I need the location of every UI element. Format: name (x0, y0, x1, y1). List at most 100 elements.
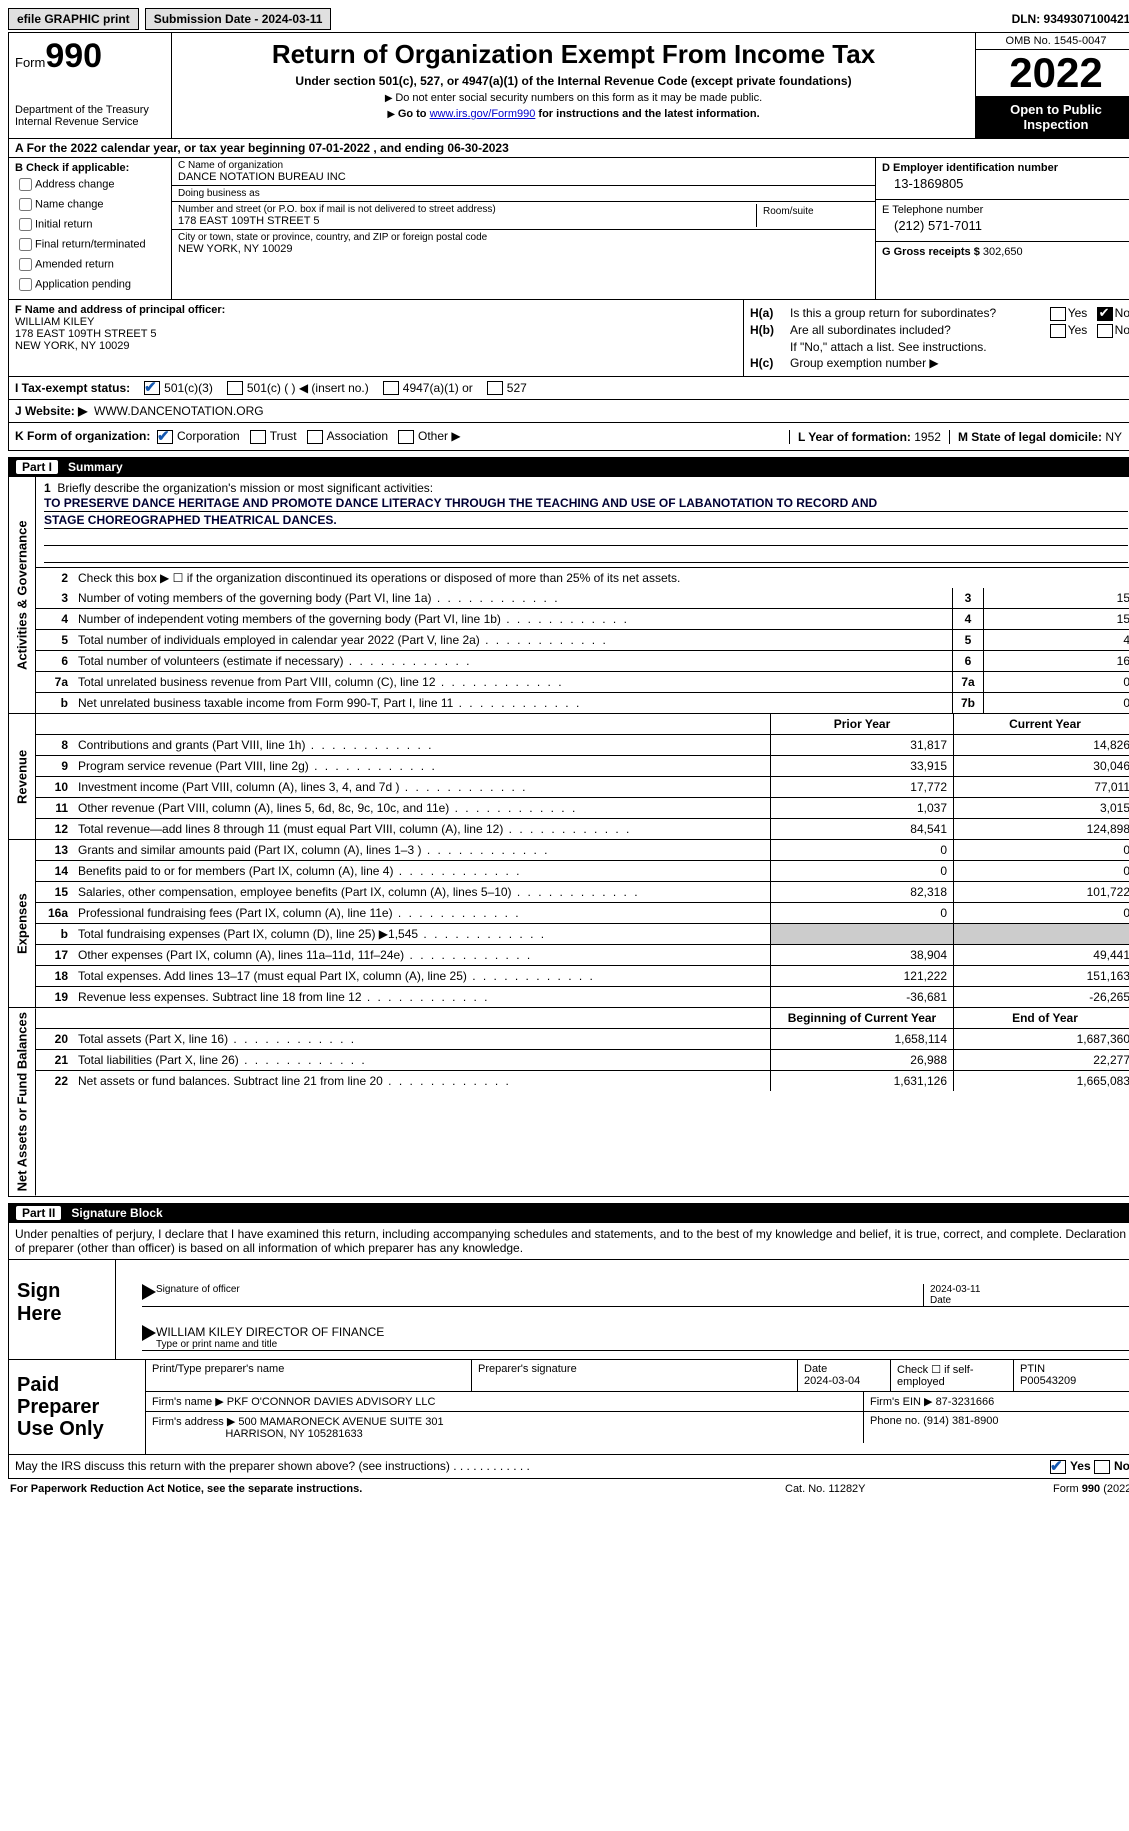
section-d: D Employer identification number 13-1869… (875, 158, 1129, 299)
suite-label: Room/suite (763, 206, 863, 217)
exp-lines-line-17: 17Other expenses (Part IX, column (A), l… (36, 944, 1129, 965)
gov-line-3: 3Number of voting members of the governi… (36, 588, 1129, 608)
exp-lines-line-15: 15Salaries, other compensation, employee… (36, 881, 1129, 902)
part1-title: Summary (68, 460, 123, 474)
gov-line-b: bNet unrelated business taxable income f… (36, 692, 1129, 713)
form-org-row: K Form of organization: Corporation Trus… (8, 423, 1129, 451)
ha-no-box[interactable] (1097, 307, 1113, 321)
mission-line1: TO PRESERVE DANCE HERITAGE AND PROMOTE D… (44, 495, 1128, 512)
state-domicile-label: M State of legal domicile: (958, 430, 1102, 444)
dba-label: Doing business as (178, 188, 869, 199)
hb-yes-box[interactable] (1050, 324, 1066, 338)
cb-501c3[interactable] (144, 381, 160, 395)
prep-date-hdr: Date (804, 1363, 827, 1375)
preparer-label: Paid Preparer Use Only (9, 1360, 146, 1454)
form-word: Form (15, 55, 45, 70)
officer-label: F Name and address of principal officer: (15, 304, 225, 316)
prep-date: 2024-03-04 (804, 1375, 860, 1387)
ssn-note: Do not enter social security numbers on … (182, 92, 965, 104)
discuss-yes-box[interactable] (1050, 1460, 1066, 1474)
ein: 13-1869805 (882, 174, 1129, 195)
sig-date-label: Date (930, 1295, 951, 1306)
website-url: WWW.DANCENOTATION.ORG (94, 404, 264, 418)
part1-num: Part I (16, 460, 58, 474)
tax-label: I Tax-exempt status: (15, 381, 130, 395)
discuss-text: May the IRS discuss this return with the… (15, 1459, 450, 1473)
tax-year: 2022 (976, 50, 1129, 96)
hb-note: If "No," attach a list. See instructions… (750, 340, 1129, 354)
firm-ein: 87-3231666 (936, 1396, 995, 1408)
calendar-year-line: A For the 2022 calendar year, or tax yea… (8, 139, 1129, 158)
dln: DLN: 93493071004214 (1012, 12, 1129, 26)
hc-text: Group exemption number ▶ (790, 356, 1129, 370)
section-h: H(a) Is this a group return for subordin… (744, 300, 1129, 376)
ha-yes-box[interactable] (1050, 307, 1066, 321)
discuss-no-box[interactable] (1094, 1460, 1110, 1474)
cb-address-change[interactable]: Address change (15, 175, 165, 194)
gov-line-7a: 7aTotal unrelated business revenue from … (36, 671, 1129, 692)
net-year-header: Beginning of Current Year End of Year (36, 1008, 1129, 1028)
org-name-label: C Name of organization (178, 160, 869, 171)
tax-status-row: I Tax-exempt status: 501(c)(3) 501(c) ( … (8, 377, 1129, 401)
ha-text: Is this a group return for subordinates? (790, 306, 1044, 320)
cb-amended[interactable]: Amended return (15, 255, 165, 274)
street: 178 EAST 109TH STREET 5 (178, 215, 756, 227)
net-lines-line-21: 21Total liabilities (Part X, line 26)26,… (36, 1049, 1129, 1070)
prep-sig-hdr: Preparer's signature (472, 1360, 798, 1391)
firm-name-label: Firm's name ▶ (152, 1396, 224, 1408)
firm-name: PKF O'CONNOR DAVIES ADVISORY LLC (227, 1396, 436, 1408)
part2-num: Part II (16, 1206, 61, 1220)
cb-final-return[interactable]: Final return/terminated (15, 235, 165, 254)
tab-netassets: Net Assets or Fund Balances (9, 1008, 36, 1195)
officer-print-name: WILLIAM KILEY DIRECTOR OF FINANCE (156, 1325, 384, 1339)
year-formation-label: L Year of formation: (798, 430, 911, 444)
prep-name-hdr: Print/Type preparer's name (146, 1360, 472, 1391)
irs-label: Internal Revenue Service (15, 116, 165, 128)
sec-b-label: B Check if applicable: (15, 162, 129, 174)
cb-initial-return[interactable]: Initial return (15, 215, 165, 234)
cb-527[interactable] (487, 381, 503, 395)
current-year-hdr: Current Year (953, 714, 1129, 734)
cal-text: For the 2022 calendar year, or tax year … (27, 141, 509, 155)
irs-link[interactable]: www.irs.gov/Form990 (430, 108, 536, 120)
cb-501c[interactable] (227, 381, 243, 395)
efile-button[interactable]: efile GRAPHIC print (8, 8, 139, 30)
prior-year-hdr: Prior Year (770, 714, 953, 734)
rev-lines-line-10: 10Investment income (Part VIII, column (… (36, 776, 1129, 797)
cb-4947[interactable] (383, 381, 399, 395)
part2-header: Part II Signature Block (8, 1203, 1129, 1223)
mission-blank1 (44, 529, 1128, 546)
cb-other[interactable] (398, 430, 414, 444)
tel-label: E Telephone number (882, 204, 983, 216)
rev-lines-line-12: 12Total revenue—add lines 8 through 11 (… (36, 818, 1129, 839)
form-990-label: 990 (45, 37, 102, 75)
submission-date: Submission Date - 2024-03-11 (145, 8, 332, 30)
cb-corp[interactable] (157, 430, 173, 444)
arrow-icon (142, 1325, 156, 1341)
firm-phone-label: Phone no. (870, 1415, 920, 1427)
cb-name-change[interactable]: Name change (15, 195, 165, 214)
goto-note: Go to www.irs.gov/Form990 for instructio… (182, 108, 965, 120)
net-lines-line-20: 20Total assets (Part X, line 16)1,658,11… (36, 1028, 1129, 1049)
cb-app-pending[interactable]: Application pending (15, 275, 165, 294)
website-label: J Website: ▶ (15, 404, 87, 418)
line2-text: Check this box ▶ ☐ if the organization d… (74, 568, 1129, 588)
gross-label: G Gross receipts $ (882, 246, 980, 258)
cb-assoc[interactable] (307, 430, 323, 444)
cb-trust[interactable] (250, 430, 266, 444)
firm-ein-label: Firm's EIN ▶ (870, 1396, 933, 1408)
governance-block: Activities & Governance 1 Briefly descri… (8, 477, 1129, 714)
officer-print-label: Type or print name and title (156, 1339, 277, 1350)
goto-pre: Go to (398, 108, 430, 120)
hc-label: H(c) (750, 356, 790, 370)
hb-no-box[interactable] (1097, 324, 1113, 338)
section-b: B Check if applicable: Address change Na… (9, 158, 172, 299)
rev-lines-line-11: 11Other revenue (Part VIII, column (A), … (36, 797, 1129, 818)
part1-header: Part I Summary (8, 457, 1129, 477)
tab-governance: Activities & Governance (9, 477, 36, 713)
rev-lines-line-9: 9Program service revenue (Part VIII, lin… (36, 755, 1129, 776)
revenue-block: Revenue Prior Year Current Year 8Contrib… (8, 714, 1129, 840)
mission-line2: STAGE CHOREOGRAPHED THEATRICAL DANCES. (44, 512, 1128, 529)
net-lines-line-22: 22Net assets or fund balances. Subtract … (36, 1070, 1129, 1091)
section-f: F Name and address of principal officer:… (9, 300, 744, 376)
